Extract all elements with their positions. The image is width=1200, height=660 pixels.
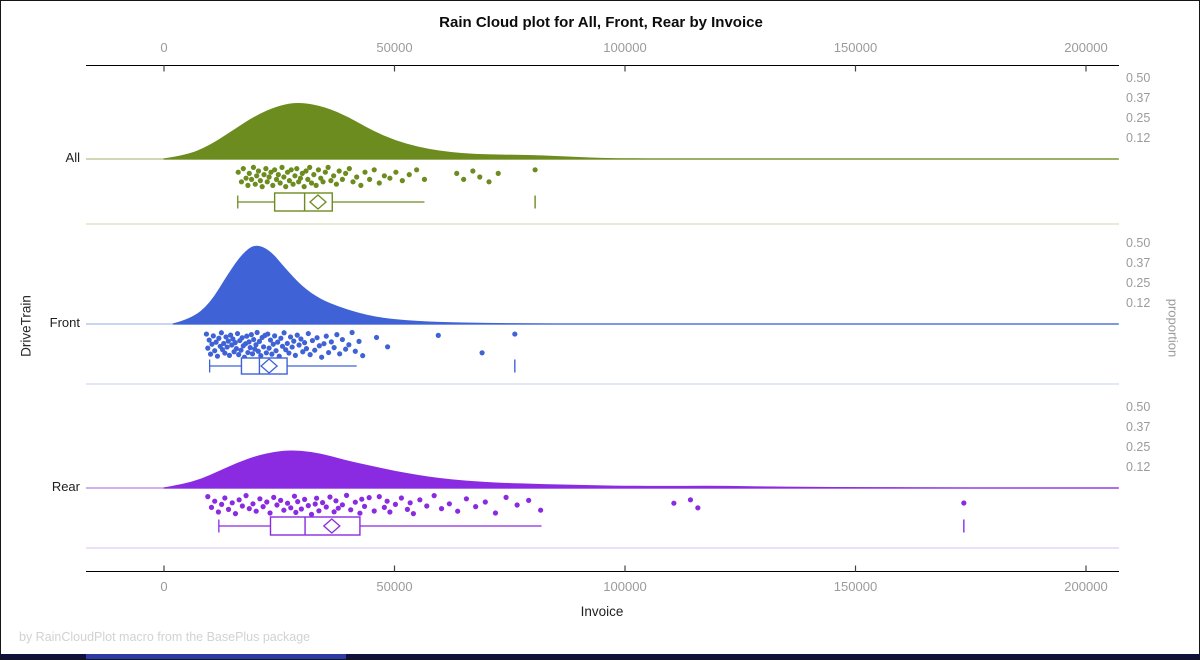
footer-note: by RainCloudPlot macro from the BasePlus…	[19, 630, 311, 644]
proportion-tick-label: 0.50	[1126, 236, 1151, 250]
y-axis-title-drivetrain: DriveTrain	[18, 295, 34, 357]
axes	[86, 64, 1119, 573]
proportion-tick-label: 0.25	[1126, 276, 1151, 290]
x-axis-top-tick-label: 0	[160, 40, 168, 55]
x-axis-bottom-tick-label: 100000	[603, 579, 647, 594]
bottom-bar-segment	[86, 654, 346, 659]
proportion-tick-label: 0.50	[1126, 71, 1151, 85]
bottom-bar	[1, 654, 1199, 659]
proportion-tick-label: 0.25	[1126, 111, 1151, 125]
jitter-points-all	[235, 164, 538, 190]
group-front	[86, 245, 1119, 385]
chart-title: Rain Cloud plot for All, Front, Rear by …	[439, 14, 763, 31]
category-label-front: Front	[49, 315, 80, 330]
mean-diamond-all	[308, 194, 327, 210]
x-axis-top-tick-label: 200000	[1064, 40, 1108, 55]
proportion-tick-label: 0.25	[1126, 440, 1151, 454]
x-axis-top-tick-label: 100000	[603, 40, 647, 55]
proportion-tick-label: 0.37	[1126, 256, 1151, 270]
x-axis-bottom-tick-label: 0	[160, 579, 168, 594]
x-axis-title: Invoice	[580, 604, 624, 619]
x-axis-top-tick-label: 150000	[833, 40, 878, 55]
y-axis-title-proportion: proportion	[1165, 298, 1181, 358]
proportion-tick-label: 0.12	[1126, 131, 1151, 145]
x-axis-top-tick-label: 50000	[376, 40, 413, 55]
category-label-all: All	[65, 150, 80, 165]
proportion-tick-label: 0.37	[1126, 91, 1151, 105]
group-all	[86, 102, 1119, 225]
density-rear	[163, 450, 1119, 489]
density-front	[172, 245, 1119, 325]
boxplot-all	[237, 192, 536, 212]
mean-diamond-rear	[322, 518, 341, 534]
proportion-tick-label: 0.50	[1126, 400, 1151, 414]
boxplot-front	[208, 357, 516, 375]
jitter-points-front	[203, 329, 518, 360]
x-axis-bottom-tick-label: 50000	[376, 579, 413, 594]
proportion-tick-label: 0.12	[1126, 296, 1151, 310]
jitter-points-rear	[205, 492, 967, 517]
x-axis-bottom-tick-label: 200000	[1064, 579, 1108, 594]
category-label-rear: Rear	[51, 479, 80, 494]
mean-diamond-front	[260, 358, 279, 374]
group-rear	[86, 450, 1119, 549]
x-axis-bottom-tick-label: 150000	[833, 579, 878, 594]
boxplot-rear	[218, 516, 965, 536]
proportion-tick-label: 0.12	[1126, 460, 1151, 474]
density-all	[163, 102, 1119, 160]
proportion-tick-label: 0.37	[1126, 420, 1151, 434]
